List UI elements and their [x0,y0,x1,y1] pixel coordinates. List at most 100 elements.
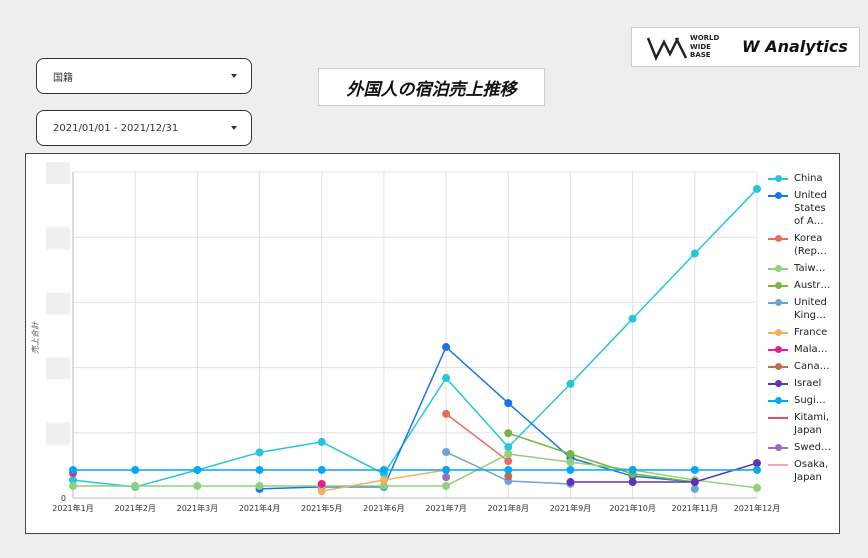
logo-product: W Analytics [742,37,848,56]
data-point [753,184,761,193]
legend-marker [775,235,782,242]
logo-brand-line: BASE [690,51,711,59]
data-point [379,481,388,490]
x-tick-label: 2021年2月 [114,503,155,513]
data-point [317,465,326,474]
x-tick-label: 2021年12月 [734,503,781,513]
legend-item[interactable]: Sugi… [768,394,834,407]
legend-label: Taiw… [794,263,826,274]
legend: China United States of A… Korea (Rep… Taiw…… [768,172,834,488]
data-point [193,465,202,474]
logo: WORLD WIDE BASE W Analytics [631,27,860,67]
series-line [72,188,758,488]
data-point [193,481,202,490]
data-point [753,483,761,492]
series-line [570,462,758,483]
report-title: 外国人の宿泊売上推移 [318,68,545,106]
logo-brand-line: WIDE [690,42,711,51]
data-point [442,481,451,490]
series-line [259,345,695,490]
data-point [504,472,513,481]
x-tick-label: 2021年4月 [239,503,280,513]
legend-item[interactable]: China [768,172,834,185]
legend-item[interactable]: United King… [768,296,834,322]
data-point [504,465,513,474]
legend-marker [775,397,782,404]
x-tick-label: 2021年11月 [672,503,719,513]
legend-item[interactable]: Kitami, Japan [768,411,834,437]
data-point [504,457,513,466]
redacted-tick [46,227,70,250]
legend-marker [775,444,782,451]
y-tick-label: 0 [61,494,66,503]
redacted-tick [46,357,70,380]
x-tick-label: 2021年10月 [609,503,656,513]
data-point [753,459,761,468]
legend-item[interactable]: Swed… [768,441,834,454]
data-point [566,465,575,474]
data-point [442,409,451,418]
x-tick-label: 2021年9月 [550,503,591,513]
dropdown-label: 国籍 [53,72,73,84]
legend-item[interactable]: Mala… [768,343,834,356]
data-point [379,465,388,474]
logo-brand-line: WORLD [690,34,720,42]
legend-label: Korea (Rep… [794,233,827,257]
legend-item[interactable]: Austr… [768,279,834,292]
data-point [566,478,575,487]
legend-marker [775,329,782,336]
legend-label: Sugi… [794,395,826,406]
x-tick-label: 2021年8月 [488,503,529,513]
legend-marker [775,282,782,289]
data-point [317,437,326,446]
data-point [690,484,699,493]
legend-marker [775,265,782,272]
legend-item[interactable]: France [768,326,834,339]
x-tick-label: 2021年5月 [301,503,342,513]
redacted-tick [46,292,70,315]
data-point [690,249,699,258]
data-point [442,343,451,352]
data-point [504,449,513,458]
legend-item[interactable]: Cana… [768,360,834,373]
x-tick-label: 2021年6月 [363,503,404,513]
logo-mark [646,37,688,62]
legend-item[interactable]: Taiw… [768,262,834,275]
date-range-dropdown[interactable]: 2021/01/01 - 2021/12/31 [36,110,252,146]
data-point [690,465,699,474]
series-line [508,432,695,483]
legend-marker [775,299,782,306]
legend-item[interactable]: Israel [768,377,834,390]
legend-label: Cana… [794,361,830,372]
data-point [131,465,140,474]
x-tick-label: 2021年3月 [177,503,218,513]
legend-item[interactable]: Korea (Rep… [768,232,834,258]
country-dropdown[interactable]: 国籍 [36,58,252,94]
data-point [255,465,264,474]
data-point [504,399,513,408]
legend-marker [775,192,782,199]
data-point [69,476,77,485]
x-tick-label: 2021年1月 [52,503,93,513]
data-point [131,481,140,490]
data-point [317,487,326,496]
legend-item[interactable]: United States of A… [768,189,834,228]
legend-label: Israel [794,378,822,389]
legend-label: Kitami, Japan [794,412,830,436]
data-point [255,448,264,457]
data-point [69,465,77,474]
data-point [442,374,451,383]
series-line [445,413,509,462]
legend-label: Mala… [794,344,828,355]
legend-item[interactable]: Osaka, Japan [768,458,834,484]
legend-label: Osaka, Japan [794,459,829,483]
legend-label: China [794,173,823,184]
dropdown-label: 2021/01/01 - 2021/12/31 [53,122,179,134]
data-point [628,465,637,474]
data-point [442,448,451,457]
data-point [690,478,699,487]
data-point [628,314,637,323]
legend-label: France [794,327,828,338]
data-point [566,458,575,467]
